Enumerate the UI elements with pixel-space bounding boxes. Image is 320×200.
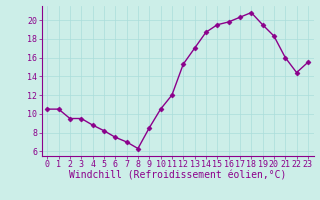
- X-axis label: Windchill (Refroidissement éolien,°C): Windchill (Refroidissement éolien,°C): [69, 171, 286, 181]
